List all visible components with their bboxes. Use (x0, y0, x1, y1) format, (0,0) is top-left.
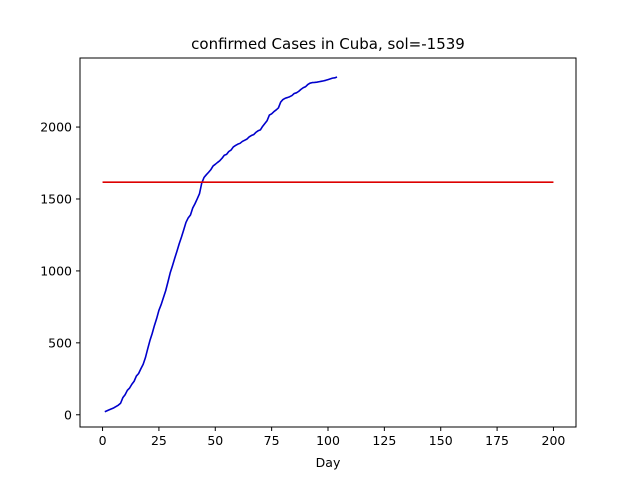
x-tick-label: 200 (542, 433, 566, 448)
y-tick-label: 1500 (40, 191, 72, 206)
x-tick-label: 100 (316, 433, 340, 448)
chart-title: confirmed Cases in Cuba, sol=-1539 (191, 35, 465, 53)
x-tick-label: 75 (264, 433, 280, 448)
y-tick-label: 0 (64, 407, 72, 422)
x-tick-label: 125 (372, 433, 396, 448)
y-tick-label: 1000 (40, 263, 72, 278)
x-tick-label: 25 (151, 433, 167, 448)
x-axis-ticks: 0 25 50 75 100 125 150 175 200 (99, 427, 566, 448)
series-layer (102, 76, 554, 413)
plot-area-frame (79, 57, 577, 428)
y-axis-ticks: 0 500 1000 1500 2000 (40, 120, 80, 422)
y-tick-label: 2000 (40, 120, 72, 135)
x-tick-label: 150 (429, 433, 453, 448)
y-tick-label: 500 (48, 335, 72, 350)
x-axis-label: Day (316, 455, 341, 470)
confirmed-cases-line (104, 76, 338, 413)
x-tick-label: 175 (485, 433, 509, 448)
x-tick-label: 50 (207, 433, 223, 448)
x-tick-label: 0 (99, 433, 107, 448)
